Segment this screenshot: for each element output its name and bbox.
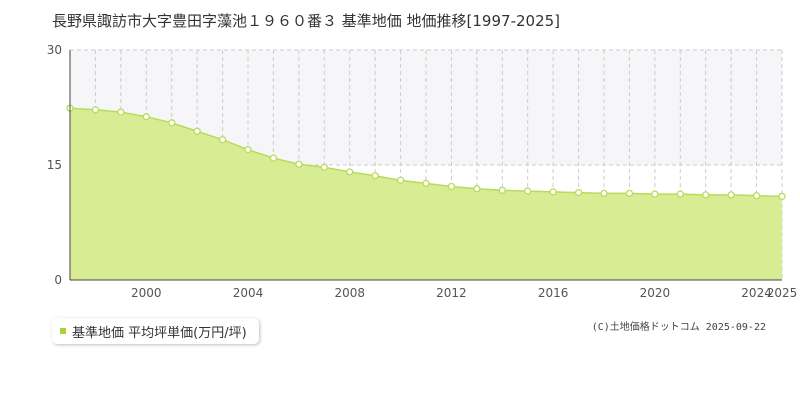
data-point	[600, 189, 608, 198]
data-point	[422, 179, 430, 188]
data-point	[625, 189, 634, 198]
data-point	[91, 106, 100, 114]
data-point	[320, 163, 328, 171]
data-point	[549, 188, 557, 196]
data-point	[117, 108, 125, 116]
data-point	[676, 190, 684, 198]
legend-swatch	[60, 328, 66, 334]
data-point	[142, 113, 150, 121]
data-point	[371, 172, 379, 180]
data-point	[574, 188, 583, 197]
data-point	[193, 127, 201, 135]
data-point	[218, 136, 227, 144]
data-point	[447, 182, 456, 191]
x-tick-label: 2004	[233, 286, 264, 300]
data-point	[295, 160, 303, 168]
data-point	[244, 146, 252, 154]
data-point	[346, 168, 354, 176]
x-tick-label: 2000	[131, 286, 162, 300]
data-point	[498, 186, 506, 194]
axes	[69, 50, 782, 281]
x-tick-label: 2024	[741, 286, 772, 300]
y-tick-labels: 0 15 30	[47, 43, 62, 287]
data-point	[473, 185, 481, 193]
x-tick-label: 2020	[640, 286, 671, 300]
data-point	[269, 154, 278, 162]
copyright-text: (C)土地価格ドットコム 2025-09-22	[591, 322, 766, 333]
data-point	[702, 191, 710, 199]
x-tick-label: 2025	[767, 286, 798, 300]
y-tick-label: 15	[47, 158, 62, 172]
y-tick-label: 30	[47, 43, 62, 57]
data-point	[168, 119, 176, 127]
data-point	[651, 190, 659, 198]
legend: 基準地価 平均坪単価(万円/坪)	[52, 318, 259, 344]
x-tick-label: 2016	[538, 286, 569, 300]
x-tick-label: 2012	[436, 286, 467, 300]
data-point	[778, 192, 786, 201]
data-point	[752, 192, 761, 200]
data-point	[727, 191, 735, 199]
data-point	[524, 187, 532, 195]
y-tick-label: 0	[54, 273, 62, 287]
x-tick-label: 2008	[334, 286, 365, 300]
chart-title: 長野県諏訪市大字豊田字藻池１９６０番３ 基準地価 地価推移[1997-2025]	[52, 12, 560, 30]
data-point	[396, 176, 405, 184]
legend-label: 基準地価 平均坪単価(万円/坪)	[72, 325, 247, 341]
